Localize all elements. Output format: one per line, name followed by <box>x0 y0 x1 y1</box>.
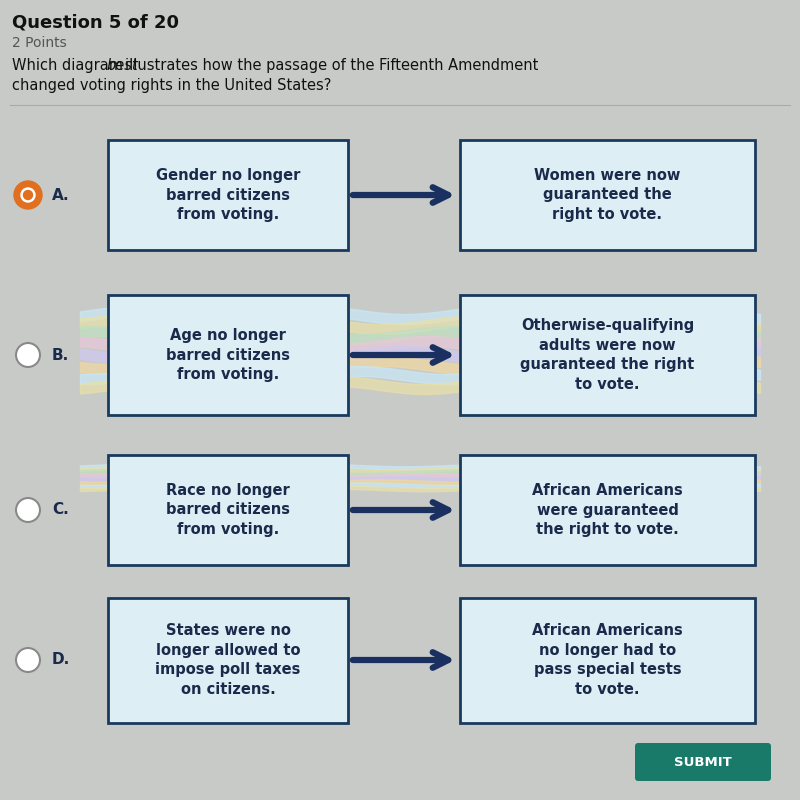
FancyBboxPatch shape <box>108 140 348 250</box>
Circle shape <box>21 188 35 202</box>
Text: Question 5 of 20: Question 5 of 20 <box>12 14 179 32</box>
Circle shape <box>16 498 40 522</box>
FancyBboxPatch shape <box>108 455 348 565</box>
Text: B.: B. <box>52 347 70 362</box>
Text: Otherwise-qualifying
adults were now
guaranteed the right
to vote.: Otherwise-qualifying adults were now gua… <box>520 318 694 392</box>
Circle shape <box>23 190 33 199</box>
Circle shape <box>16 648 40 672</box>
Text: changed voting rights in the United States?: changed voting rights in the United Stat… <box>12 78 331 93</box>
FancyBboxPatch shape <box>460 295 755 415</box>
FancyBboxPatch shape <box>108 598 348 723</box>
Circle shape <box>14 181 42 209</box>
Circle shape <box>16 343 40 367</box>
Text: Race no longer
barred citizens
from voting.: Race no longer barred citizens from voti… <box>166 482 290 538</box>
Text: Age no longer
barred citizens
from voting.: Age no longer barred citizens from votin… <box>166 328 290 382</box>
Text: 2 Points: 2 Points <box>12 36 66 50</box>
Text: A.: A. <box>52 187 70 202</box>
FancyBboxPatch shape <box>460 598 755 723</box>
Text: African Americans
no longer had to
pass special tests
to vote.: African Americans no longer had to pass … <box>532 622 683 697</box>
Text: C.: C. <box>52 502 69 518</box>
FancyBboxPatch shape <box>460 140 755 250</box>
Text: African Americans
were guaranteed
the right to vote.: African Americans were guaranteed the ri… <box>532 482 683 538</box>
Text: SUBMIT: SUBMIT <box>674 755 732 769</box>
Text: illustrates how the passage of the Fifteenth Amendment: illustrates how the passage of the Fifte… <box>125 58 538 73</box>
FancyBboxPatch shape <box>108 295 348 415</box>
Text: Women were now
guaranteed the
right to vote.: Women were now guaranteed the right to v… <box>534 168 681 222</box>
Text: Gender no longer
barred citizens
from voting.: Gender no longer barred citizens from vo… <box>156 168 300 222</box>
Text: D.: D. <box>52 653 70 667</box>
FancyBboxPatch shape <box>635 743 771 781</box>
Text: Which diagram: Which diagram <box>12 58 128 73</box>
Text: States were no
longer allowed to
impose poll taxes
on citizens.: States were no longer allowed to impose … <box>155 622 301 697</box>
FancyBboxPatch shape <box>460 455 755 565</box>
Text: best: best <box>106 58 138 73</box>
